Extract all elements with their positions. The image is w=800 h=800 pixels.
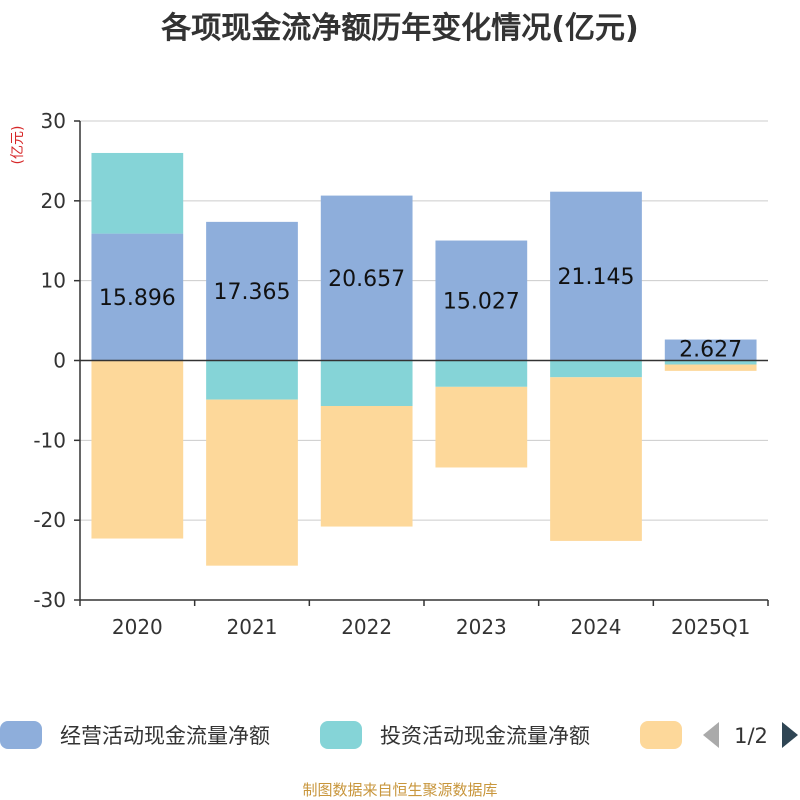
legend-prev-page-icon[interactable] [703, 722, 719, 748]
bar-2024-operating [550, 191, 642, 361]
y-tick-label: -30 [33, 588, 66, 612]
y-tick-label: -10 [33, 428, 66, 452]
x-tick-label: 2022 [341, 615, 392, 639]
legend: 经营活动现金流量净额 投资活动现金流量净额 1/2 [0, 721, 798, 749]
bar-2020-筹资活动现金流量净额 [91, 360, 184, 539]
bar-2023-筹资活动现金流量净额 [435, 386, 528, 468]
legend-label-1[interactable]: 投资活动现金流量净额 [380, 724, 590, 748]
data-source-note: 制图数据来自恒生聚源数据库 [302, 781, 497, 799]
legend-swatch-0[interactable] [0, 721, 42, 749]
bar-2021-operating [206, 221, 298, 361]
legend-swatch-2[interactable] [640, 721, 682, 749]
bar-2022-operating [320, 195, 413, 361]
bar-2022-投资活动现金流量净额 [320, 360, 413, 407]
data-label-2022: 20.657 [328, 267, 405, 292]
bar-series [91, 152, 757, 566]
y-tick-label: 20 [41, 189, 66, 213]
data-label-2020: 15.896 [99, 286, 176, 311]
y-tick-label: -20 [33, 508, 66, 532]
data-label-2024: 21.145 [558, 265, 635, 290]
bar-2025Q1-投资活动现金流量净额 [664, 360, 757, 365]
grid-lines [80, 120, 768, 521]
y-tick-label: 0 [53, 349, 66, 373]
legend-next-page-icon[interactable] [782, 722, 798, 748]
y-tick-label: 30 [41, 109, 66, 133]
data-label-2021: 17.365 [214, 280, 291, 305]
bar-2020-投资活动现金流量净额 [91, 152, 184, 234]
data-label-2023: 15.027 [443, 290, 520, 315]
x-tick-label: 2024 [571, 615, 622, 639]
y-tick-label: 10 [41, 269, 66, 293]
axes: 30 20 10 0 -10 -20 -30 2020 2021 2022 2023 2024 2025… [33, 109, 769, 639]
x-tick-label: 2025Q1 [671, 615, 750, 639]
data-labels: 15.896 17.365 20.657 15.027 21.145 2.627 [99, 265, 742, 362]
bar-2020-operating [91, 233, 184, 361]
x-tick-label: 2023 [456, 615, 507, 639]
x-tick-label: 2020 [112, 615, 163, 639]
bar-2024-投资活动现金流量净额 [550, 360, 642, 378]
y-axis-unit-label: (亿元) [10, 126, 26, 165]
legend-label-0[interactable]: 经营活动现金流量净额 [60, 724, 270, 748]
bar-2023-operating [435, 240, 528, 361]
legend-page-indicator: 1/2 [734, 724, 768, 748]
legend-swatch-1[interactable] [320, 721, 362, 749]
bar-2023-投资活动现金流量净额 [435, 360, 528, 387]
bar-2024-筹资活动现金流量净额 [550, 377, 642, 541]
bar-2021-投资活动现金流量净额 [206, 360, 298, 400]
bar-2025Q1-operating [664, 339, 757, 361]
bar-2022-筹资活动现金流量净额 [320, 406, 413, 527]
bar-2025Q1-筹资活动现金流量净额 [664, 364, 757, 371]
chart-title: 各项现金流净额历年变化情况(亿元) [160, 11, 638, 46]
x-tick-label: 2021 [227, 615, 278, 639]
data-label-2025Q1: 2.627 [679, 338, 742, 363]
bar-2021-筹资活动现金流量净额 [206, 399, 298, 566]
